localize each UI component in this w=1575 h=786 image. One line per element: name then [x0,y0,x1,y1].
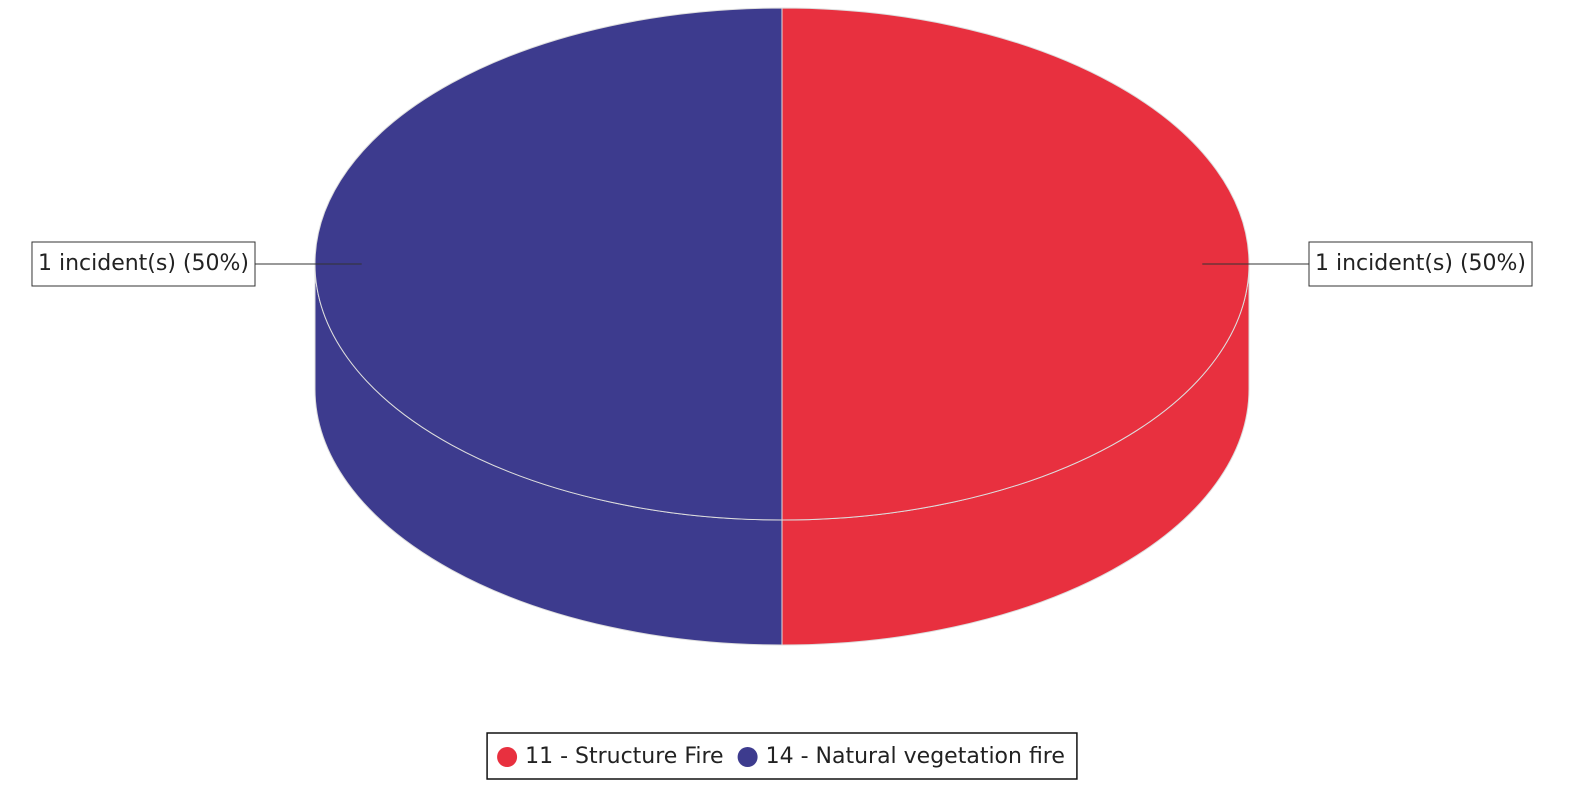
legend-swatch [737,747,758,767]
legend-label: 14 - Natural vegetation fire [766,744,1065,769]
data-label-box [1308,241,1533,287]
data-label: 1 incident(s) (50%) [1315,251,1526,276]
data-label: 1 incident(s) (50%) [38,251,249,276]
legend-box [486,732,1078,780]
legend: 11 - Structure Fire 14 - Natural vegetati… [486,732,1078,780]
legend-label: 11 - Structure Fire [525,744,724,769]
legend-swatch [497,747,518,767]
data-label-box [31,241,256,287]
